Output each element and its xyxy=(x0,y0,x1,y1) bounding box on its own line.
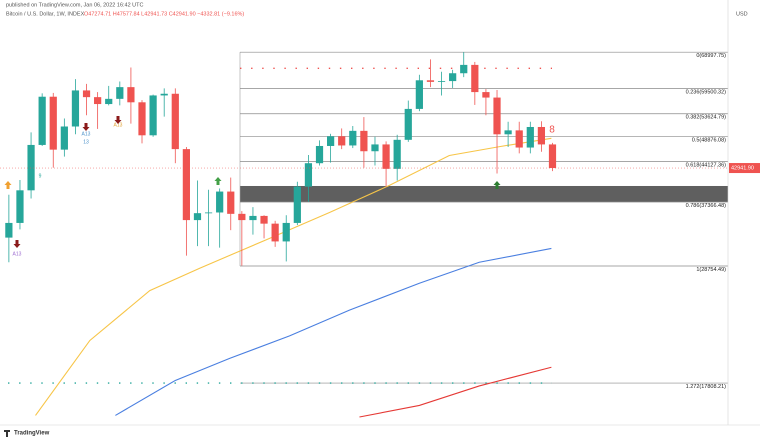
candle-body xyxy=(526,126,534,148)
candle-body xyxy=(338,136,346,146)
candle-body xyxy=(360,130,368,152)
annotation: A13 xyxy=(114,122,123,128)
footer-brand: TradingView xyxy=(14,431,50,437)
candle-body xyxy=(304,163,313,187)
candle-body xyxy=(393,139,401,169)
candle-body xyxy=(238,213,246,221)
currency-label: USD xyxy=(736,11,748,17)
candle-body xyxy=(327,136,335,146)
candle-body xyxy=(282,222,290,242)
candle-body xyxy=(437,81,446,82)
candle-body xyxy=(315,145,324,164)
moving-average xyxy=(35,137,552,416)
candle-body xyxy=(16,190,24,223)
candle-body xyxy=(537,126,546,145)
published-note: published on TradingView.com, Jan 06, 20… xyxy=(6,2,144,8)
fib-label: 0.382(53624.79) xyxy=(686,115,727,121)
signal-arrow xyxy=(214,177,222,185)
candle-body xyxy=(260,215,268,224)
candle-body xyxy=(60,126,68,150)
candle-body xyxy=(82,90,91,98)
fib-label: 1.272(17808.21) xyxy=(686,384,727,390)
candle-body xyxy=(94,97,102,105)
last-price-box xyxy=(729,163,760,174)
fib-label: 0.786(37366.48) xyxy=(686,203,727,209)
candle-body xyxy=(171,93,179,150)
candle-body xyxy=(404,108,412,140)
candle-body xyxy=(515,130,523,148)
candle-body xyxy=(426,80,435,82)
candle-body xyxy=(293,186,301,223)
candle-body xyxy=(227,191,235,214)
candle-body xyxy=(493,97,501,135)
annotation: 8 xyxy=(549,125,555,136)
fib-label: 1(28754.49) xyxy=(696,267,726,273)
annotation: A13 xyxy=(13,251,22,257)
candle-body xyxy=(193,213,202,221)
fib-label: 0.5(48876.08) xyxy=(692,137,726,143)
support-zone xyxy=(240,185,728,203)
last-price-label: 42941.90 xyxy=(731,165,754,171)
candle-body xyxy=(127,87,135,103)
moving-average xyxy=(115,247,552,416)
fib-label: 0(68997.75) xyxy=(696,53,726,59)
fib-label: 0.618(44127.36) xyxy=(686,162,727,168)
candle-body xyxy=(204,212,213,214)
candle-body xyxy=(349,130,357,146)
candle-body xyxy=(271,223,279,242)
candle-body xyxy=(482,92,490,98)
candle-body xyxy=(249,215,257,221)
candle-body xyxy=(38,96,46,145)
signal-arrow xyxy=(114,116,122,124)
candle-body xyxy=(138,102,146,136)
ohlc-readout: O47274.71 H47577.84 L42941.73 C42941.90 … xyxy=(84,11,244,17)
candle-body xyxy=(116,87,124,99)
symbol-title: Bitcoin / U.S. Dollar, 1W, INDEX xyxy=(6,11,85,17)
candle-body xyxy=(216,191,224,213)
candle-body xyxy=(471,64,479,93)
annotation: 9 xyxy=(39,173,42,179)
candle-body xyxy=(382,144,390,169)
signal-arrow xyxy=(4,181,12,189)
candle-body xyxy=(105,98,113,105)
candle-body xyxy=(460,64,468,74)
candle-body xyxy=(371,144,379,152)
annotation: A13 xyxy=(82,131,91,137)
candle-body xyxy=(182,149,190,221)
axes: 42941.90 xyxy=(729,163,760,174)
candle-body xyxy=(27,144,35,191)
annotation: 13 xyxy=(83,139,89,145)
fib-label: 0.236(59500.32) xyxy=(686,89,727,95)
plot: 0(68997.75) 0.236(59500.32) 0.382(53624.79… xyxy=(0,51,728,418)
candle-body xyxy=(71,90,80,127)
candle-body xyxy=(504,130,512,135)
candle-body xyxy=(160,93,168,96)
candle-body xyxy=(449,73,457,82)
candle-body xyxy=(49,96,57,150)
candle-body xyxy=(149,95,157,136)
signal-arrow xyxy=(82,123,90,131)
moving-average xyxy=(359,366,552,418)
signal-arrow xyxy=(13,240,21,248)
signal-arrow xyxy=(493,181,501,189)
candle-body xyxy=(5,222,13,238)
candle-body xyxy=(415,80,423,109)
candle-body xyxy=(548,144,557,169)
brand-logo xyxy=(4,430,10,437)
